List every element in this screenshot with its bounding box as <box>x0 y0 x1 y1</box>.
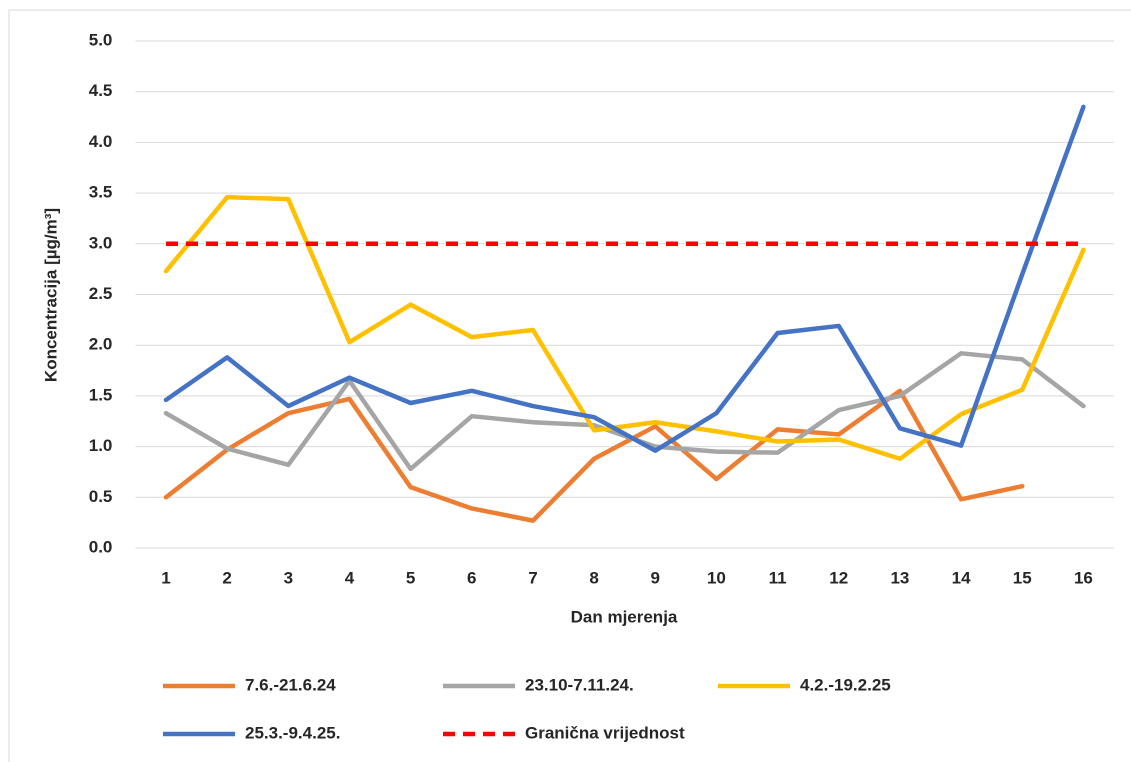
legend-label: 25.3.-9.4.25. <box>245 723 340 742</box>
y-tick-label: 4.5 <box>89 81 113 100</box>
legend-label: Granična vrijednost <box>525 723 685 742</box>
y-tick-label: 4.0 <box>89 132 113 151</box>
legend-label: 23.10-7.11.24. <box>525 675 634 694</box>
series-line <box>163 388 1025 523</box>
x-tick-label: 3 <box>284 568 293 587</box>
y-axis-title: Koncentracija [µg/m³] <box>41 208 60 382</box>
y-tick-label: 3.0 <box>89 233 113 252</box>
x-tick-label: 12 <box>829 568 848 587</box>
x-tick-label: 9 <box>651 568 660 587</box>
x-tick-label: 7 <box>528 568 537 587</box>
y-tick-label: 2.5 <box>89 284 113 303</box>
y-tick-label: 1.0 <box>89 436 113 455</box>
x-tick-label: 14 <box>952 568 971 587</box>
x-tick-label: 13 <box>890 568 909 587</box>
x-tick-label: 8 <box>589 568 598 587</box>
series-line <box>163 194 1086 462</box>
y-tick-label: 2.0 <box>89 335 113 354</box>
y-tick-label: 1.5 <box>89 385 113 404</box>
legend-label: 4.2.-19.2.25 <box>800 675 891 694</box>
x-tick-label: 2 <box>222 568 231 587</box>
legend-label: 7.6.-21.6.24 <box>245 675 336 694</box>
y-tick-label: 0.0 <box>89 537 113 556</box>
y-tick-label: 5.0 <box>89 30 113 49</box>
x-tick-label: 11 <box>769 568 787 587</box>
x-axis-title: Dan mjerenja <box>571 607 678 626</box>
x-tick-label: 1 <box>161 568 170 587</box>
x-tick-label: 6 <box>467 568 476 587</box>
x-tick-label: 15 <box>1013 568 1032 587</box>
x-tick-label: 10 <box>707 568 726 587</box>
x-tick-label: 4 <box>345 568 355 587</box>
x-tick-label: 5 <box>406 568 415 587</box>
series-line <box>163 104 1086 453</box>
x-tick-label: 16 <box>1074 568 1093 587</box>
y-tick-label: 3.5 <box>89 183 113 202</box>
chart-frame <box>8 9 1131 762</box>
y-tick-label: 0.5 <box>89 487 113 506</box>
